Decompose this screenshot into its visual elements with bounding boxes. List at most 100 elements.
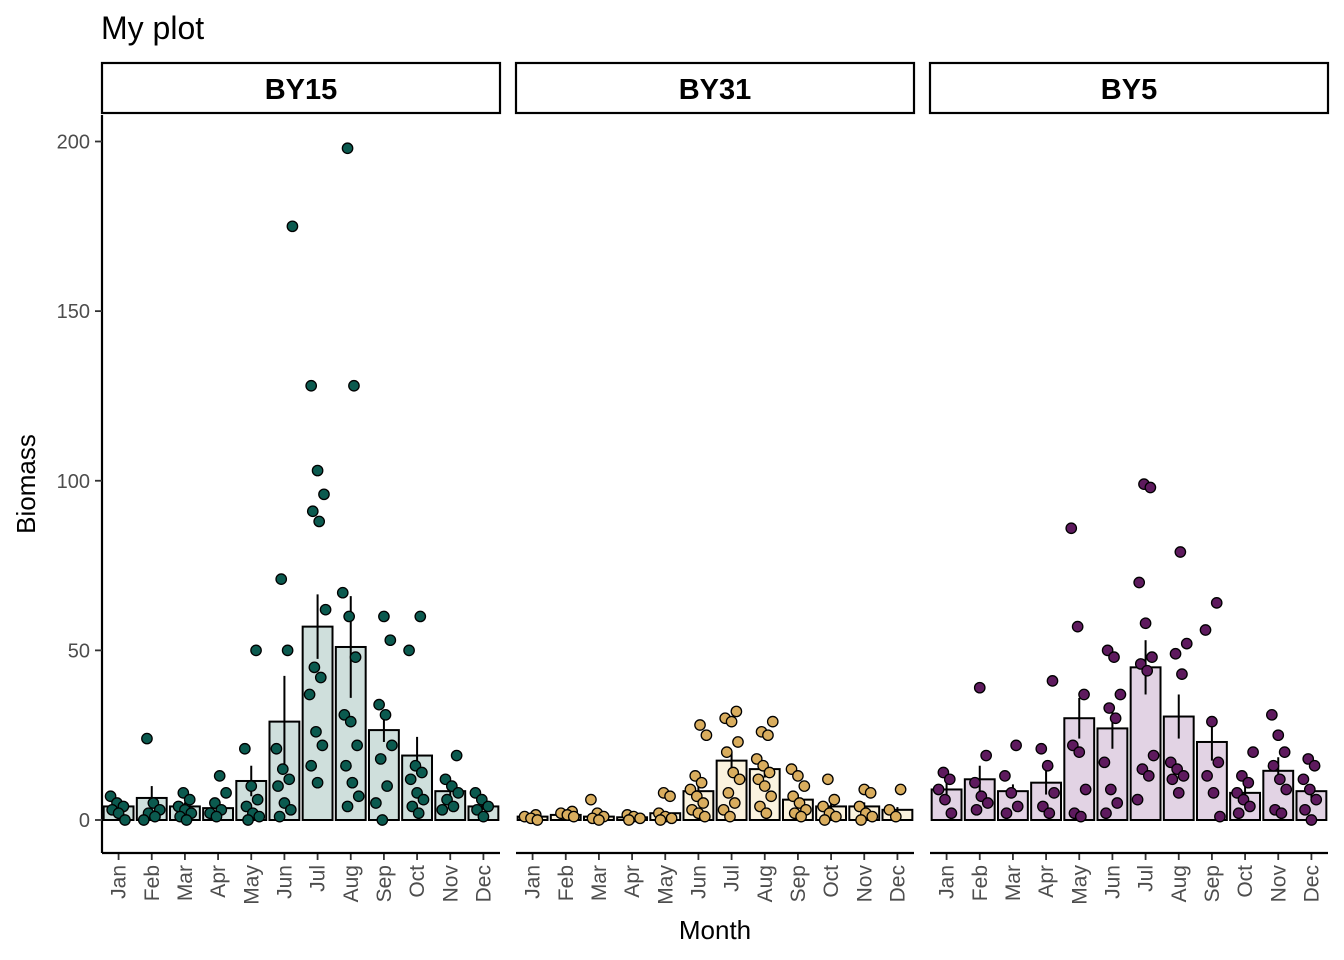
data-point: [585, 793, 597, 806]
data-point: [311, 776, 324, 789]
data-point: [866, 810, 879, 823]
data-point: [275, 573, 288, 585]
x-tick-label: Jul: [1135, 865, 1158, 892]
data-point: [1043, 807, 1056, 820]
data-point: [250, 644, 262, 657]
data-point: [981, 797, 994, 809]
data-point: [945, 807, 958, 820]
data-point: [1104, 783, 1117, 796]
data-point: [1280, 783, 1293, 796]
data-point: [758, 780, 771, 792]
data-point: [283, 773, 296, 786]
facets-layer: BY15 Jan Feb Mar Apr May Jun Jul Aug Sep Oct Nov Dec…: [100, 61, 1330, 905]
data-point: [730, 705, 743, 718]
data-point: [412, 807, 425, 820]
data-point: [1109, 712, 1122, 725]
x-tick-label: Oct: [406, 865, 429, 898]
facet-strip-label: BY15: [265, 74, 338, 106]
x-tick-label: Apr: [1035, 865, 1058, 898]
y-axis-title: Biomass: [11, 434, 41, 534]
data-point: [654, 814, 667, 826]
x-tick-label: Apr: [621, 865, 644, 898]
data-point: [1247, 746, 1259, 759]
data-point: [943, 773, 956, 786]
data-point: [1244, 800, 1256, 813]
data-point: [765, 790, 778, 803]
data-point: [1297, 773, 1310, 786]
data-point: [1142, 770, 1155, 782]
y-tick-label: 200: [57, 132, 90, 154]
data-point: [447, 800, 460, 813]
x-tick-label: Mar: [1002, 865, 1025, 901]
data-point: [306, 505, 319, 518]
data-point: [340, 759, 352, 772]
data-point: [1010, 739, 1022, 752]
data-point: [1141, 664, 1154, 677]
data-point: [314, 671, 327, 684]
data-point: [855, 814, 867, 826]
data-point: [1005, 787, 1018, 799]
x-tick-label: Feb: [141, 865, 164, 901]
data-point: [894, 783, 907, 796]
data-point: [450, 749, 463, 762]
data-point: [149, 810, 161, 823]
x-tick-label: May: [1068, 865, 1091, 905]
facet-strip-label: BY5: [1101, 74, 1157, 106]
data-point: [1133, 576, 1146, 589]
data-point: [341, 142, 354, 155]
data-point: [1065, 522, 1078, 535]
data-point: [725, 715, 738, 728]
data-point: [273, 810, 286, 823]
x-tick-label: Sep: [1201, 865, 1224, 902]
data-point: [404, 773, 417, 786]
data-point: [379, 708, 392, 721]
x-tick-label: Feb: [969, 865, 992, 901]
data-point: [1214, 810, 1226, 823]
data-point: [436, 803, 449, 816]
x-tick-label: Mar: [174, 865, 197, 901]
data-point: [932, 783, 945, 796]
data-point: [1310, 793, 1323, 806]
data-point: [1100, 807, 1112, 820]
data-point: [141, 732, 153, 745]
data-point: [1147, 749, 1160, 762]
data-point: [999, 770, 1011, 782]
data-point: [531, 814, 544, 826]
data-point: [1272, 729, 1285, 742]
data-point: [378, 610, 390, 623]
data-point: [1210, 597, 1223, 609]
y-tick-label: 50: [68, 640, 90, 662]
data-point: [352, 790, 365, 803]
facet-strip: [514, 61, 916, 115]
x-axis-title: Month: [679, 915, 751, 945]
y-tick-label: 150: [57, 301, 90, 323]
data-point: [1266, 708, 1278, 721]
data-point: [351, 739, 363, 752]
data-point: [1180, 637, 1193, 650]
x-tick-label: Jan: [108, 865, 131, 899]
x-tick-label: Aug: [1168, 865, 1191, 902]
data-point: [1048, 787, 1060, 799]
data-point: [830, 810, 842, 823]
data-point: [1174, 546, 1187, 558]
data-point: [889, 810, 902, 823]
x-tick-label: Apr: [207, 865, 230, 898]
facet-panel-by5: BY5 Jan Feb Mar Apr May Jun Jul Aug Sep Oct Nov Dec: [928, 61, 1330, 905]
data-point: [1278, 746, 1291, 759]
data-point: [698, 810, 711, 823]
data-point: [970, 803, 983, 816]
data-point: [1305, 814, 1318, 826]
data-point: [403, 644, 415, 657]
data-point: [1011, 800, 1024, 813]
data-point: [1299, 803, 1311, 816]
y-tick-label: 100: [57, 471, 90, 493]
data-point: [1000, 807, 1013, 820]
data-point: [1041, 759, 1054, 772]
data-point: [694, 719, 706, 731]
data-point: [305, 759, 318, 772]
data-point: [417, 793, 430, 806]
data-point: [980, 749, 993, 762]
data-point: [452, 787, 465, 799]
data-point: [1207, 787, 1220, 799]
data-point: [1212, 756, 1225, 769]
